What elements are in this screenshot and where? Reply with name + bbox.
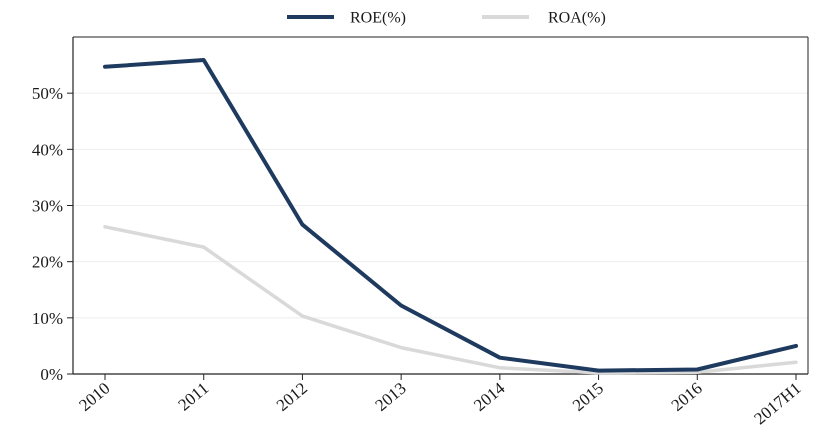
y-tick-label: 50% bbox=[32, 84, 63, 103]
y-tick-labels: 0% 10% 20% 30% 40% 50% bbox=[32, 84, 73, 384]
series-lines bbox=[103, 58, 798, 375]
y-tick-label: 30% bbox=[32, 197, 63, 216]
y-tick-label: 10% bbox=[32, 309, 63, 328]
y-tick-label: 0% bbox=[40, 365, 63, 384]
x-tick-label: 2011 bbox=[175, 379, 213, 415]
x-tick-label: 2015 bbox=[569, 379, 607, 415]
x-tick-label: 2016 bbox=[668, 379, 706, 415]
grid-lines bbox=[73, 92, 808, 319]
x-tick-label: 2017H1 bbox=[750, 379, 804, 429]
x-tick-labels: 2010 2011 2012 2013 2014 2015 2016 2017H1 bbox=[75, 374, 805, 429]
y-tick-label: 20% bbox=[32, 253, 63, 272]
y-tick-label: 40% bbox=[32, 140, 63, 159]
series-line-roe bbox=[103, 58, 798, 373]
x-tick-label: 2010 bbox=[75, 379, 113, 415]
x-tick-label: 2012 bbox=[273, 379, 311, 415]
legend-label-roa: ROA(%) bbox=[548, 10, 606, 27]
x-tick-label: 2014 bbox=[470, 378, 509, 415]
series-line-roa bbox=[103, 225, 798, 375]
legend: ROE(%) ROA(%) bbox=[287, 10, 606, 27]
x-tick-label: 2013 bbox=[371, 379, 409, 415]
legend-label-roe: ROE(%) bbox=[350, 10, 406, 27]
